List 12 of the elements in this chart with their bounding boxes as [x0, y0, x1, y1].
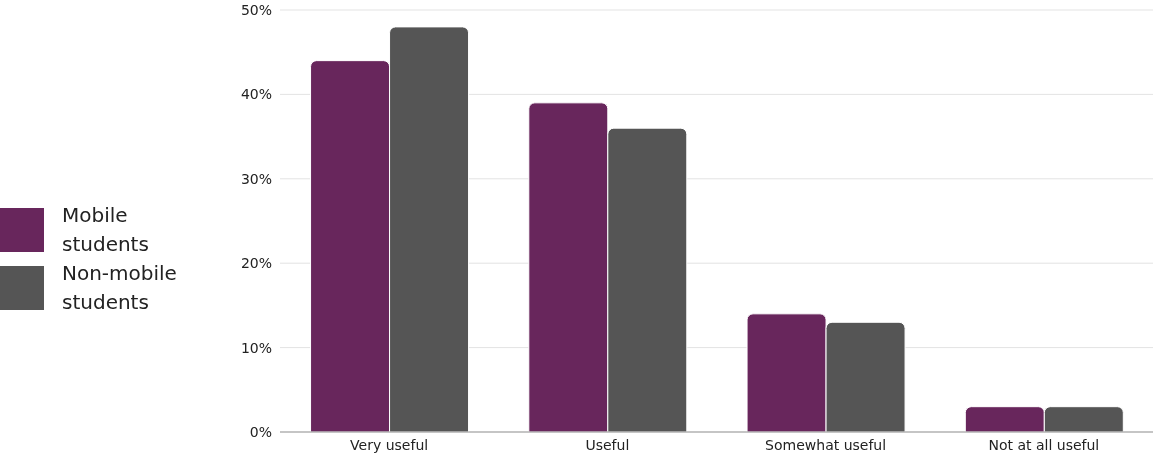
x-tick-label: Very useful [350, 436, 429, 453]
y-tick-label: 50% [240, 1, 272, 18]
y-tick-label: 30% [240, 170, 272, 187]
x-tick-label: Not at all useful [988, 436, 1100, 453]
legend-label: Mobile students [62, 202, 150, 258]
y-tick-label: 40% [240, 86, 272, 103]
legend-label: Non-mobile students [62, 260, 178, 316]
x-tick-label: Useful [585, 436, 630, 453]
y-tick-label: 20% [240, 255, 272, 272]
y-tick-label: 0% [249, 423, 272, 440]
x-tick-label: Somewhat useful [765, 436, 887, 453]
y-tick-label: 10% [240, 339, 272, 356]
